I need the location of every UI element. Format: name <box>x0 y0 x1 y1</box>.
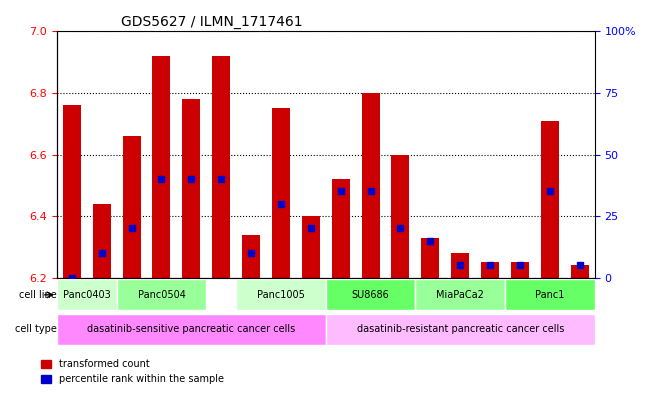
Bar <box>571 265 589 277</box>
FancyBboxPatch shape <box>415 279 505 310</box>
FancyBboxPatch shape <box>57 279 117 310</box>
Text: Panc0403: Panc0403 <box>63 290 111 300</box>
Text: Panc0504: Panc0504 <box>137 290 186 300</box>
Text: SU8686: SU8686 <box>352 290 389 300</box>
FancyBboxPatch shape <box>326 314 594 345</box>
FancyBboxPatch shape <box>505 279 594 310</box>
Bar <box>63 105 81 277</box>
Bar <box>361 93 380 277</box>
Bar <box>92 204 111 277</box>
FancyBboxPatch shape <box>326 279 415 310</box>
Bar <box>212 56 230 277</box>
Bar <box>421 238 439 277</box>
Bar <box>541 121 559 277</box>
Bar <box>511 262 529 277</box>
Text: cell type: cell type <box>15 324 57 334</box>
Bar <box>272 108 290 277</box>
Text: GDS5627 / ILMN_1717461: GDS5627 / ILMN_1717461 <box>121 15 303 29</box>
Text: dasatinib-sensitive pancreatic cancer cells: dasatinib-sensitive pancreatic cancer ce… <box>87 324 296 334</box>
Bar <box>332 179 350 277</box>
Text: dasatinib-resistant pancreatic cancer cells: dasatinib-resistant pancreatic cancer ce… <box>357 324 564 334</box>
Bar <box>302 216 320 277</box>
Text: cell line: cell line <box>19 290 57 300</box>
Text: MiaPaCa2: MiaPaCa2 <box>436 290 484 300</box>
Bar <box>391 154 409 277</box>
FancyBboxPatch shape <box>57 314 326 345</box>
Bar <box>122 136 141 277</box>
Bar <box>481 262 499 277</box>
Legend: transformed count, percentile rank within the sample: transformed count, percentile rank withi… <box>37 356 228 388</box>
Text: Panc1005: Panc1005 <box>257 290 305 300</box>
Text: Panc1: Panc1 <box>535 290 564 300</box>
FancyBboxPatch shape <box>117 279 206 310</box>
Bar <box>451 253 469 277</box>
Bar <box>242 235 260 277</box>
Bar <box>152 56 171 277</box>
Bar <box>182 99 201 277</box>
FancyBboxPatch shape <box>236 279 326 310</box>
